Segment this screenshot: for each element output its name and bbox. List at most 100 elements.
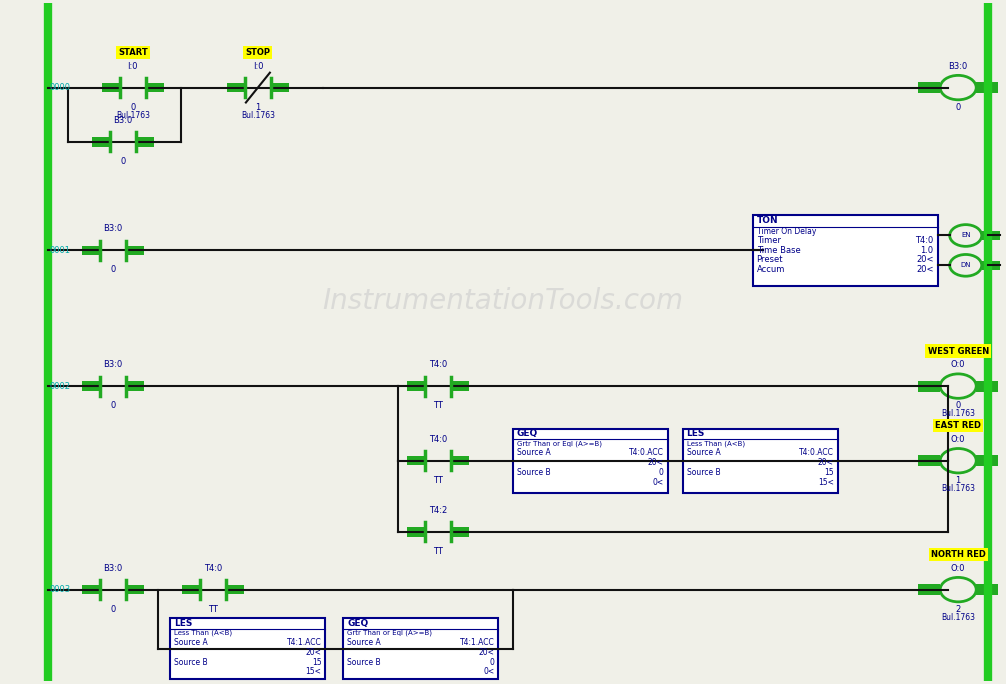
Text: Source B: Source B [686,468,720,477]
Text: Time Base: Time Base [757,246,801,254]
Text: Source A: Source A [174,638,208,647]
Text: Bul.1763: Bul.1763 [116,111,150,120]
Text: 20<: 20< [648,458,664,467]
Text: GEQ: GEQ [347,619,368,628]
Text: 0: 0 [956,401,961,410]
Text: Source A: Source A [516,449,550,458]
Text: B3:0: B3:0 [104,224,123,233]
Text: Timer: Timer [757,236,781,245]
Text: 1: 1 [256,103,261,111]
Bar [227,83,244,92]
Bar [170,618,325,679]
Text: 0001: 0001 [50,246,70,255]
Text: T4:0.ACC: T4:0.ACC [799,449,834,458]
Text: Grtr Than or Eql (A>=B): Grtr Than or Eql (A>=B) [347,630,433,636]
Bar [976,381,998,391]
Bar [126,585,144,594]
Bar [976,82,998,93]
Text: 0: 0 [111,401,116,410]
Text: Grtr Than or Eql (A>=B): Grtr Than or Eql (A>=B) [516,440,602,447]
Bar [81,585,100,594]
Text: Bul.1763: Bul.1763 [942,484,975,492]
Text: Source A: Source A [686,449,720,458]
Bar [182,585,200,594]
Text: 0<: 0< [483,667,495,676]
Text: 15<: 15< [306,667,322,676]
Bar [976,584,998,595]
Text: Accum: Accum [757,265,785,274]
Text: DN: DN [961,263,971,268]
Text: T4:0: T4:0 [204,564,222,573]
Text: 0: 0 [120,157,126,166]
Bar [226,585,243,594]
Text: 15: 15 [312,658,322,667]
Text: Less Than (A<B): Less Than (A<B) [686,440,744,447]
Text: EAST RED: EAST RED [936,421,981,430]
Bar [126,382,144,391]
Text: O:0: O:0 [951,360,966,369]
Text: 20<: 20< [306,648,322,657]
Text: T4:0: T4:0 [915,236,934,245]
Text: 1.0: 1.0 [920,246,934,254]
Text: TT: TT [433,475,443,485]
Text: TT: TT [433,401,443,410]
Text: LES: LES [174,619,193,628]
Bar [683,428,838,493]
Bar [752,215,938,286]
Text: T4:0.ACC: T4:0.ACC [629,449,664,458]
Bar [102,83,120,92]
Text: 2: 2 [956,605,961,614]
Text: O:0: O:0 [951,435,966,444]
Text: 20<: 20< [479,648,495,657]
Text: T4:0: T4:0 [429,360,447,369]
Text: 0002: 0002 [50,382,70,391]
Text: START: START [118,48,148,57]
Bar [146,83,164,92]
Text: Source B: Source B [347,658,381,667]
Bar [271,83,289,92]
Bar [407,382,425,391]
Text: I:0: I:0 [253,62,264,70]
Bar [126,246,144,255]
Text: TT: TT [433,547,443,556]
Text: Source A: Source A [347,638,381,647]
Text: GEQ: GEQ [516,430,538,438]
Text: T4:1.ACC: T4:1.ACC [460,638,495,647]
Text: STOP: STOP [245,48,271,57]
Bar [343,618,499,679]
Text: Timer On Delay: Timer On Delay [757,226,816,235]
Bar [512,428,668,493]
Bar [81,382,100,391]
Text: Bul.1763: Bul.1763 [942,409,975,418]
Text: 15: 15 [824,468,834,477]
Text: WEST GREEN: WEST GREEN [928,347,989,356]
Text: T4:1.ACC: T4:1.ACC [287,638,322,647]
Text: T4:0: T4:0 [429,435,447,444]
Text: 0: 0 [111,265,116,274]
Bar [407,456,425,466]
Bar [92,137,110,146]
Text: 0<: 0< [653,477,664,486]
Bar [982,231,1000,240]
Text: 0: 0 [659,468,664,477]
Bar [451,456,469,466]
Bar [976,456,998,466]
Bar [451,382,469,391]
Text: 20<: 20< [818,458,834,467]
Text: 0: 0 [130,103,136,111]
Text: NORTH RED: NORTH RED [931,550,986,559]
Text: 15<: 15< [818,477,834,486]
Text: Source B: Source B [174,658,208,667]
Bar [136,137,154,146]
Text: 0: 0 [111,605,116,614]
Text: Source B: Source B [516,468,550,477]
Text: B3:0: B3:0 [104,564,123,573]
Text: LES: LES [686,430,705,438]
Text: 0000: 0000 [50,83,70,92]
Text: Bul.1763: Bul.1763 [942,613,975,622]
Bar [407,527,425,537]
Text: Less Than (A<B): Less Than (A<B) [174,630,232,636]
Bar [918,381,941,391]
Text: B3:0: B3:0 [114,116,133,125]
Text: 0003: 0003 [50,585,71,594]
